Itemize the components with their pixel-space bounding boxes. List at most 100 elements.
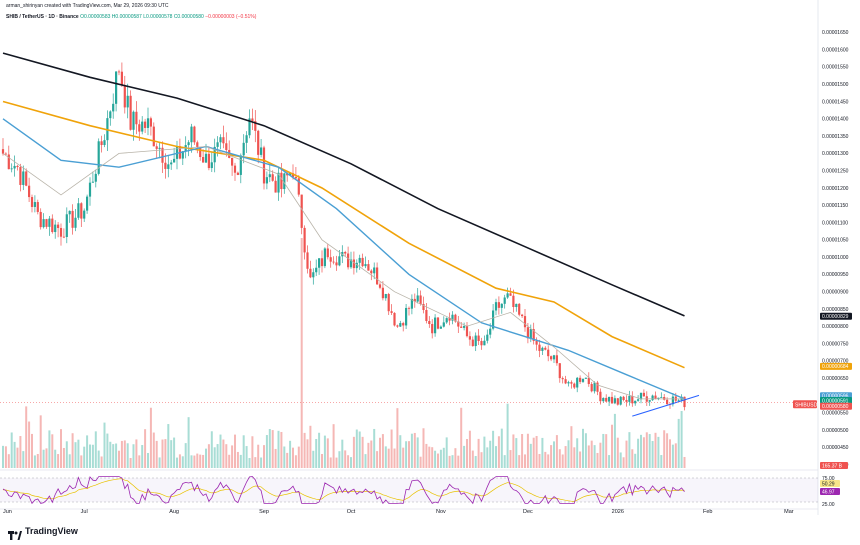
candle-body [364,264,367,267]
y-tick-label: 0.00000700 [822,359,849,365]
y-tick-label: 0.00001500 [822,82,849,88]
y-tick-label: 0.00000450 [822,445,849,451]
candle-body [129,95,132,130]
volume-bar [448,455,451,468]
candle-body [59,228,63,237]
symbol-title[interactable]: SHIB / TetherUS · 1D · Binance [6,14,79,20]
candle-body [257,130,260,155]
candle-body [318,258,321,268]
volume-bar [535,436,538,468]
candle-body [497,302,500,308]
candle-body [33,202,36,207]
candle-body [7,154,10,170]
volume-bar [593,445,596,468]
candle-body [477,335,480,342]
candle-body [132,111,135,130]
volume-bar [225,444,228,468]
candle-body [538,344,541,351]
candle-body [521,314,524,317]
y-tick-label: 0.00001250 [822,168,849,174]
volume-bar [370,440,373,468]
candle-body [262,147,266,184]
volume-bar [358,431,361,468]
volume-bar [315,438,318,468]
volume-bar [584,433,587,468]
candle-body [155,146,158,149]
volume-bar [561,454,564,468]
candle-body [410,298,413,309]
volume-bar [555,435,558,468]
x-tick-label: Jul [81,509,88,515]
volume-bar [506,403,509,468]
candle-body [547,349,550,357]
volume-bar [202,454,205,468]
volume-bar [231,445,234,468]
volume-bar [170,440,173,468]
candle-body [120,71,123,86]
candle-body [489,328,492,335]
candle-body [254,121,257,131]
candle-body [338,256,341,266]
volume-bar [570,426,573,468]
volume-bar [573,447,576,468]
volume-bar [106,433,109,468]
ohlc-legend: SHIB / TetherUS · 1D · Binance O0.000005… [6,14,256,20]
candle-body [289,173,292,176]
volume-bar [608,455,611,468]
candle-body [315,267,318,273]
candle-body [196,142,199,148]
volume-bar [524,454,526,468]
volume-bar [521,434,524,468]
volume-bar [387,448,390,468]
candle-body [454,314,457,322]
volume-bar [492,430,495,468]
volume-bar [451,455,454,468]
volume-bar [642,437,645,468]
candle-body [579,377,582,382]
volume-bar [222,439,225,468]
candle-body [57,224,60,229]
volume-bar [83,446,86,468]
volume-bar [118,450,120,468]
candle-body [402,323,405,326]
candle-body [352,259,355,269]
volume-bar [355,429,358,468]
candle-body [19,167,22,185]
candle-body [396,325,399,327]
volume-bar [657,436,660,468]
candle-body [384,294,387,299]
volume-bar [289,440,292,468]
candle-body [51,218,54,233]
candle-body [431,324,434,334]
candle-body [123,85,126,108]
candle-body [54,224,57,233]
rsi-value-bg [820,488,840,495]
candle-body [164,162,167,169]
volume-bar [2,445,4,468]
candle-body [616,398,619,405]
volume-bar [236,451,239,468]
candle-body [451,314,454,321]
volume-bar [48,430,51,468]
candle-body [109,111,112,119]
candle-body [13,165,16,169]
volume-bar [347,455,350,468]
volume-bar [590,440,593,468]
candle-body [349,259,353,268]
volume-bar [205,448,207,468]
volume-bar [405,441,408,468]
candle-body [526,327,529,339]
volume-bar [651,441,654,468]
volume-bar [434,450,437,468]
candle-body [68,210,71,215]
candle-body [236,172,239,175]
volume-bar [97,450,100,468]
candle-body [28,185,31,198]
candle-body [16,165,19,168]
volume-bar [33,455,36,468]
volume-bar [466,439,468,468]
volume-bar [654,432,657,468]
candle-body [648,400,651,402]
candle-body [297,178,300,195]
